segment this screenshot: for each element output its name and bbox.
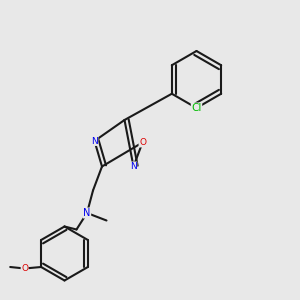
Text: N: N <box>91 136 98 146</box>
Text: N: N <box>130 162 137 171</box>
Text: O: O <box>139 138 146 147</box>
Text: O: O <box>21 264 28 273</box>
Text: Cl: Cl <box>191 103 202 113</box>
Text: N: N <box>83 208 91 218</box>
